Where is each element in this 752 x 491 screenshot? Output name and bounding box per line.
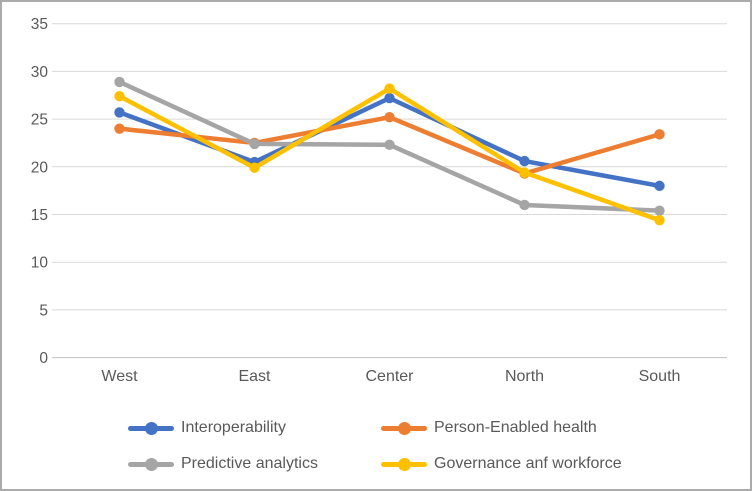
data-point: [519, 199, 530, 211]
legend-label: Person-Enabled health: [434, 419, 597, 436]
y-axis-tick-label: 10: [31, 255, 49, 272]
data-point: [249, 138, 260, 150]
x-axis-category-label: South: [639, 368, 681, 385]
y-axis-tick-label: 25: [31, 112, 48, 129]
legend-item-person-enabled-health: Person-Enabled health: [381, 419, 597, 437]
legend-item-interoperability: Interoperability: [128, 419, 286, 437]
data-point: [654, 129, 665, 140]
data-point: [114, 76, 125, 88]
x-axis-category-label: North: [505, 368, 544, 385]
y-axis-tick-label: 20: [31, 159, 49, 176]
y-axis-tick-label: 35: [31, 16, 48, 33]
legend-label: Governance anf workforce: [434, 455, 622, 472]
y-axis-tick-label: 5: [39, 302, 48, 319]
line-marker-icon: [128, 455, 174, 473]
line-marker-icon: [128, 419, 174, 437]
x-axis-category-label: East: [238, 368, 271, 385]
data-point: [114, 107, 125, 118]
data-point: [519, 155, 530, 167]
y-axis-tick-label: 30: [31, 64, 49, 81]
x-axis-category-label: Center: [365, 368, 414, 385]
data-point: [384, 92, 395, 104]
series-line-governance-anf-workforce: [117, 86, 662, 223]
legend-item-governance-anf-workforce: Governance anf workforce: [381, 455, 622, 473]
data-point: [654, 215, 665, 226]
legend-item-predictive-analytics: Predictive analytics: [128, 455, 318, 473]
data-point: [384, 139, 395, 151]
data-point: [114, 91, 125, 102]
data-point: [519, 167, 530, 178]
legend-label: Interoperability: [181, 419, 286, 436]
data-point: [114, 123, 125, 134]
data-point: [384, 111, 395, 123]
y-axis-tick-label: 0: [39, 350, 48, 367]
x-axis-category-label: West: [101, 368, 138, 385]
data-point: [249, 162, 260, 173]
legend-label: Predictive analytics: [181, 455, 318, 472]
line-marker-icon: [381, 419, 427, 437]
data-point: [654, 205, 665, 216]
data-point: [384, 83, 395, 94]
data-point: [654, 180, 665, 192]
y-axis-tick-label: 15: [31, 207, 48, 224]
line-marker-icon: [381, 455, 427, 473]
